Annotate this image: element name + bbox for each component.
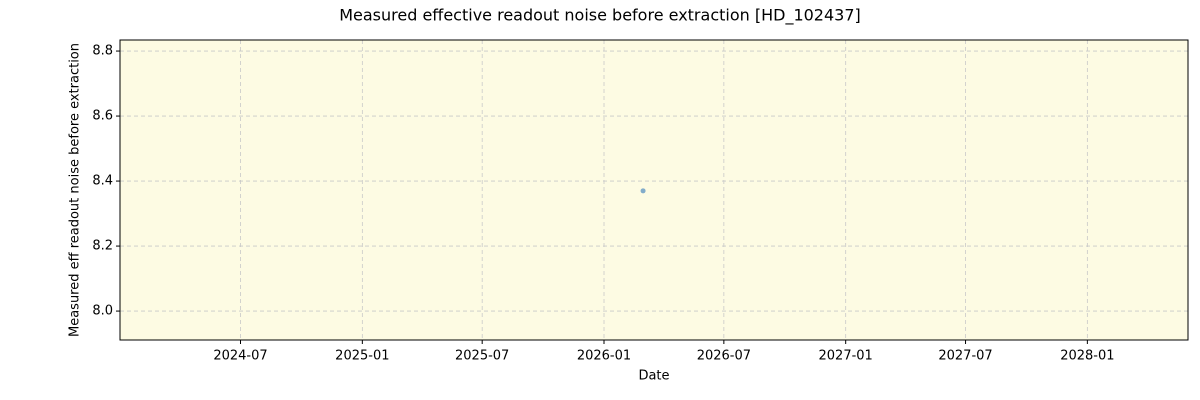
x-tick-label: 2024-07 — [213, 349, 267, 364]
chart-title: Measured effective readout noise before … — [339, 6, 861, 26]
plot-frame — [119, 39, 1189, 341]
y-tick-label: 8.2 — [92, 239, 113, 254]
plot-area — [120, 40, 1188, 340]
point — [640, 188, 646, 194]
x-tick-label: 2026-01 — [577, 349, 631, 364]
x-tick-label: 2025-07 — [455, 349, 509, 364]
x-tick-label: 2026-07 — [697, 349, 751, 364]
y-tick-label: 8.6 — [92, 109, 113, 124]
y-axis-label: Measured eff readout noise before extrac… — [68, 43, 83, 337]
y-tick-label: 8.8 — [92, 44, 113, 59]
x-tick-label: 2027-07 — [938, 349, 992, 364]
x-tick-label: 2025-01 — [335, 349, 389, 364]
x-tick-label: 2028-01 — [1060, 349, 1114, 364]
y-tick-label: 8.4 — [92, 174, 113, 189]
y-tick-label: 8.0 — [92, 304, 113, 319]
x-tick-label: 2027-01 — [819, 349, 873, 364]
x-axis-label: Date — [638, 369, 669, 384]
